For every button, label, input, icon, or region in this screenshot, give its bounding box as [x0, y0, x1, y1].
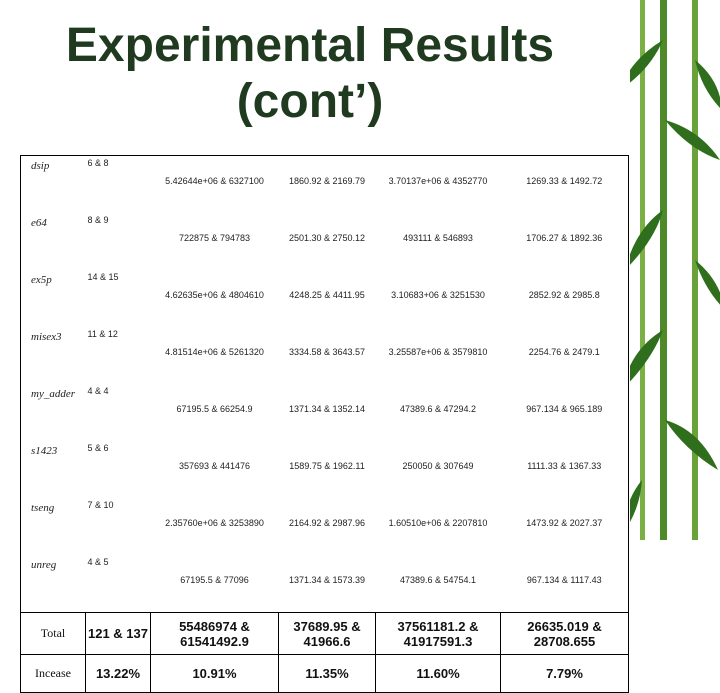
value-pair: 1111.33 & 1367.33 [527, 461, 602, 471]
count-pair: 4 & 4 [87, 386, 109, 396]
value-pair: 67195.5 & 77096 [180, 575, 249, 585]
count-pair: 4 & 5 [87, 557, 109, 567]
table-row: dsip 6 & 8 5.42644e+06 & 6327100 1860.92 & … [21, 156, 629, 214]
value-pair: 5.42644e+06 & 6327100 [165, 176, 264, 186]
table-row: Incease 13.22% 10.91% 11.35% 11.60% 7.79% [20, 654, 629, 693]
value-pair: 250050 & 307649 [402, 461, 474, 471]
circuit-name: misex3 [31, 331, 62, 343]
circuit-name: unreg [31, 559, 57, 571]
table-row: Total 121 & 137 55486974 & 61541492.9 37689… [20, 612, 629, 655]
circuit-name: my_adder [31, 388, 75, 400]
count-pair: 121 & 137 [85, 612, 151, 655]
value-pair: 967.134 & 965.189 [526, 404, 603, 414]
value-pair: 2501.30 & 2750.12 [288, 233, 366, 243]
title-line: (cont’) [236, 75, 384, 128]
value-pair: 55486974 & 61541492.9 [150, 612, 279, 655]
count-pair: 11 & 12 [87, 329, 118, 339]
circuit-name: ex5p [31, 274, 52, 286]
value-pair: 4.81514e+06 & 5261320 [165, 347, 264, 357]
value-pair: 1473.92 & 2027.37 [526, 518, 603, 528]
value-pair: 11.35% [278, 654, 376, 693]
count-pair: 6 & 8 [87, 158, 109, 168]
value-pair: 1706.27 & 1892.36 [526, 233, 603, 243]
value-pair: 3.70137e+06 & 4352770 [388, 176, 488, 186]
value-pair: 3.25587e+06 & 3579810 [388, 347, 488, 357]
title-line: Experimental Results [65, 19, 555, 72]
value-pair: 4248.25 & 4411.95 [289, 290, 365, 300]
count-pair: 7 & 10 [87, 500, 114, 510]
circuit-name: Total [20, 612, 86, 655]
value-pair: 7.79% [500, 654, 629, 693]
value-pair: 1860.92 & 2169.79 [288, 176, 366, 186]
value-pair: 37689.95 & 41966.6 [278, 612, 376, 655]
value-pair: 1371.34 & 1352.14 [288, 404, 366, 414]
table-row: unreg 4 & 5 67195.5 & 77096 1371.34 & 1573.… [21, 555, 629, 613]
value-pair: 4.62635e+06 & 4804610 [165, 290, 264, 300]
value-pair: 67195.5 & 66254.9 [176, 404, 253, 414]
circuit-name: Incease [20, 654, 86, 693]
value-pair: 1269.33 & 1492.72 [526, 176, 603, 186]
bamboo-decoration [630, 0, 720, 540]
value-pair: 37561181.2 & 41917591.3 [375, 612, 501, 655]
results-table: dsip 6 & 8 5.42644e+06 & 6327100 1860.92 & … [20, 155, 629, 693]
circuit-name: tseng [31, 502, 55, 514]
count-pair: 8 & 9 [87, 215, 109, 225]
value-pair: 967.134 & 1117.43 [526, 575, 602, 585]
value-pair: 722875 & 794783 [178, 233, 251, 243]
table-row: misex3 11 & 12 4.81514e+06 & 5261320 3334.5… [21, 327, 629, 384]
value-pair: 3334.58 & 3643.57 [288, 347, 366, 357]
circuit-name: e64 [31, 217, 47, 229]
value-pair: 47389.6 & 54754.1 [399, 575, 477, 585]
value-pair: 1.60510e+06 & 2207810 [388, 518, 488, 528]
count-pair: 14 & 15 [87, 272, 119, 282]
value-pair: 11.60% [375, 654, 501, 693]
value-pair: 1371.34 & 1573.39 [288, 575, 366, 585]
value-pair: 26635.019 & 28708.655 [500, 612, 629, 655]
circuit-name: s1423 [31, 445, 58, 457]
table-row: e64 8 & 9 722875 & 794783 2501.30 & 2750.12… [21, 213, 629, 270]
value-pair: 10.91% [150, 654, 279, 693]
value-pair: 493111 & 546893 [403, 233, 473, 243]
value-pair: 2164.92 & 2987.96 [288, 518, 366, 528]
table-row: s1423 5 & 6 357693 & 441476 1589.75 & 1962.… [21, 441, 629, 498]
circuit-name: dsip [31, 160, 50, 172]
value-pair: 1589.75 & 1962.11 [289, 461, 365, 471]
table-row: ex5p 14 & 15 4.62635e+06 & 4804610 4248.25 … [21, 270, 629, 327]
table-row: my_adder 4 & 4 67195.5 & 66254.9 1371.34 & … [21, 384, 629, 441]
table-row: tseng 7 & 10 2.35760e+06 & 3253890 2164.92 … [21, 498, 629, 555]
count-pair: 13.22% [85, 654, 151, 693]
value-pair: 2852.92 & 2985.8 [528, 290, 600, 300]
value-pair: 2.35760e+06 & 3253890 [165, 518, 264, 528]
title: Experimental Results (cont’) [0, 18, 620, 130]
value-pair: 357693 & 441476 [178, 461, 251, 471]
value-pair: 2254.76 & 2479.1 [528, 347, 600, 357]
count-pair: 5 & 6 [87, 443, 109, 453]
value-pair: 47389.6 & 47294.2 [399, 404, 477, 414]
value-pair: 3.10683+06 & 3251530 [391, 290, 485, 300]
